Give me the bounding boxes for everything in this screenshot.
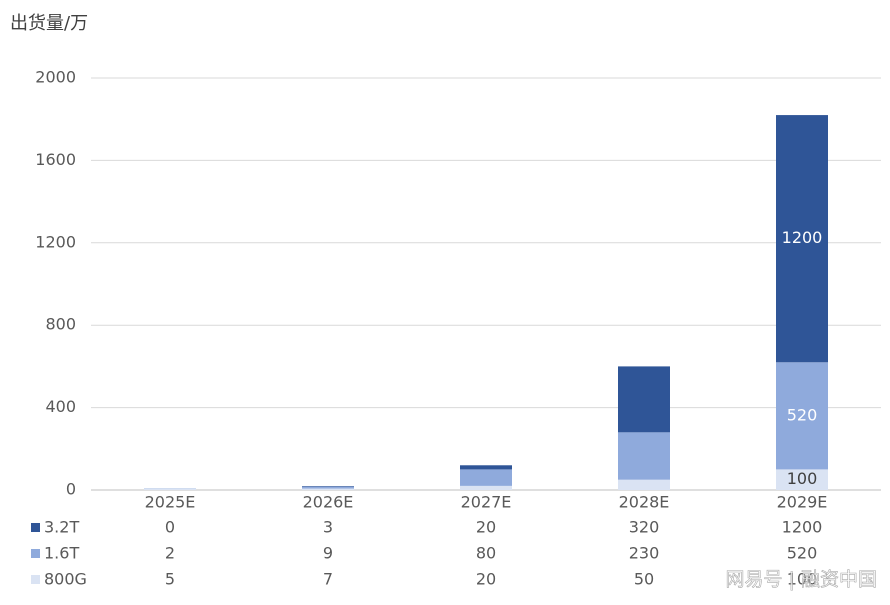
y-tick-label: 0 <box>66 480 76 499</box>
y-tick-label: 2000 <box>35 68 76 87</box>
legend-label: 1.6T <box>44 544 79 563</box>
table-cell: 5 <box>165 570 175 589</box>
table-cell: 1200 <box>782 518 823 537</box>
bar-segment <box>302 488 354 490</box>
x-tick-label: 2025E <box>145 493 196 512</box>
bar-segment <box>776 115 828 363</box>
bar-segment <box>460 469 512 486</box>
table-cell: 50 <box>634 570 654 589</box>
bar-segment <box>776 469 828 490</box>
bar-segment <box>460 465 512 470</box>
data-label: 520 <box>787 405 818 424</box>
legend-swatch <box>31 523 40 532</box>
bar-segment <box>460 485 512 490</box>
y-tick-label: 1600 <box>35 150 76 169</box>
x-tick-label: 2029E <box>777 493 828 512</box>
y-tick-label: 400 <box>45 397 76 416</box>
x-tick-label: 2028E <box>619 493 670 512</box>
legend-label: 800G <box>44 570 87 589</box>
legend-label: 3.2T <box>44 518 79 537</box>
y-tick-label: 1200 <box>35 232 76 251</box>
bar-segment <box>618 366 670 433</box>
watermark: 网易号 | 融资中国 <box>726 569 877 591</box>
table-cell: 320 <box>629 518 660 537</box>
bar-segment <box>618 479 670 490</box>
table-cell: 2 <box>165 544 175 563</box>
table-cell: 7 <box>323 570 333 589</box>
table-cell: 9 <box>323 544 333 563</box>
chart-title: 出货量/万 <box>10 13 88 34</box>
table-cell: 230 <box>629 544 660 563</box>
bar-segment <box>776 362 828 470</box>
table-cell: 20 <box>476 518 496 537</box>
table-cell: 80 <box>476 544 496 563</box>
bar-segment <box>302 486 354 489</box>
data-label: 100 <box>787 469 818 488</box>
bar-segment <box>302 486 354 487</box>
table-cell: 0 <box>165 518 175 537</box>
data-label: 1200 <box>782 228 823 247</box>
table-cell: 520 <box>787 544 818 563</box>
legend-swatch <box>31 575 40 584</box>
legend-swatch <box>31 549 40 558</box>
table-cell: 20 <box>476 570 496 589</box>
bar-segment <box>618 432 670 480</box>
x-tick-label: 2027E <box>461 493 512 512</box>
y-tick-label: 800 <box>45 315 76 334</box>
bar-segment <box>144 488 196 490</box>
table-cell: 3 <box>323 518 333 537</box>
table-cell: 100 <box>787 570 818 589</box>
x-tick-label: 2026E <box>303 493 354 512</box>
